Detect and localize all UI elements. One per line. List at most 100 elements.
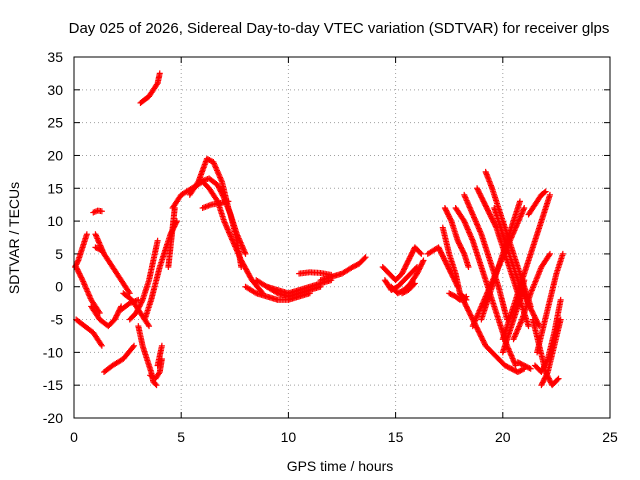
data-point — [459, 246, 466, 253]
data-point — [477, 332, 484, 339]
y-axis-label: SDTVAR / TECUs — [6, 182, 22, 294]
data-point — [446, 214, 453, 221]
data-point — [114, 309, 121, 316]
data-point — [456, 241, 463, 248]
data-point — [83, 231, 90, 238]
data-track-41 — [478, 198, 523, 323]
data-point — [438, 249, 445, 256]
data-point — [138, 298, 145, 305]
data-point — [482, 202, 489, 209]
data-point — [539, 367, 546, 374]
data-point — [456, 240, 463, 247]
y-tick-label: 20 — [47, 147, 63, 163]
data-point — [74, 260, 81, 267]
data-point — [475, 328, 482, 335]
data-track-21 — [242, 283, 313, 303]
data-point — [538, 382, 545, 389]
data-point — [152, 381, 159, 388]
y-tick-label: -20 — [43, 410, 63, 426]
data-track-43 — [499, 277, 528, 356]
data-point — [135, 304, 142, 311]
data-point — [468, 313, 475, 320]
data-point — [473, 324, 480, 331]
data-point — [216, 185, 223, 192]
data-point — [541, 375, 548, 382]
data-point — [463, 293, 470, 300]
data-point — [75, 269, 82, 276]
data-point — [516, 198, 523, 205]
data-point — [457, 291, 464, 298]
data-point — [402, 262, 409, 269]
data-point — [456, 290, 463, 297]
data-point — [490, 219, 497, 226]
data-point — [462, 300, 469, 307]
data-point — [476, 189, 483, 196]
data-point — [529, 308, 536, 315]
data-point — [436, 245, 443, 252]
data-track-44 — [510, 250, 553, 343]
data-point — [478, 333, 485, 340]
data-point — [74, 258, 81, 265]
data-point — [488, 214, 495, 221]
data-point — [251, 289, 258, 296]
data-track-17 — [169, 178, 266, 297]
data-point — [439, 252, 446, 259]
y-tick-label: -5 — [51, 312, 64, 328]
data-point — [464, 306, 471, 313]
data-point — [447, 215, 454, 222]
data-point — [489, 216, 496, 223]
data-point — [487, 212, 494, 219]
data-point — [481, 199, 488, 206]
data-points — [72, 70, 566, 389]
data-point — [555, 375, 562, 382]
data-point — [539, 379, 546, 386]
data-point — [480, 338, 487, 345]
data-point — [554, 376, 561, 383]
data-point — [441, 204, 448, 211]
x-tick-label: 0 — [70, 429, 78, 445]
data-point — [528, 307, 535, 314]
data-track-32 — [441, 204, 472, 271]
data-point — [242, 250, 249, 257]
data-point — [485, 207, 492, 214]
data-point — [158, 342, 165, 349]
data-point — [446, 266, 453, 273]
data-point — [137, 302, 144, 309]
data-point — [114, 311, 121, 318]
data-point — [490, 218, 497, 225]
data-point — [133, 309, 140, 316]
data-point — [440, 254, 447, 261]
data-point — [214, 181, 221, 188]
data-point — [459, 295, 466, 302]
data-track-46 — [514, 359, 534, 372]
data-point — [219, 192, 226, 199]
data-point — [479, 195, 486, 202]
data-point — [436, 246, 443, 253]
data-point — [400, 266, 407, 273]
data-point — [403, 261, 410, 268]
data-track-15 — [137, 70, 163, 106]
data-point — [220, 193, 227, 200]
data-point — [406, 256, 413, 263]
data-point — [217, 187, 224, 194]
data-point — [77, 273, 84, 280]
data-point — [525, 323, 532, 330]
data-point — [546, 191, 553, 198]
data-point — [465, 307, 472, 314]
data-track-19 — [191, 175, 245, 271]
data-track-4 — [90, 207, 105, 216]
data-point — [130, 343, 137, 350]
data-point — [459, 248, 466, 255]
data-point — [98, 208, 105, 215]
data-point — [443, 261, 450, 268]
data-point — [225, 198, 232, 205]
data-point — [399, 270, 406, 277]
data-point — [443, 207, 450, 214]
data-track-0 — [72, 231, 90, 271]
data-point — [420, 257, 427, 264]
data-point — [404, 260, 411, 267]
data-track-2 — [73, 316, 105, 349]
data-point — [546, 250, 553, 257]
data-point — [476, 329, 483, 336]
data-point — [435, 244, 442, 251]
